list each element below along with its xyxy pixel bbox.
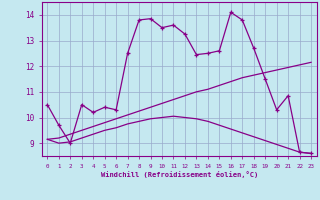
- X-axis label: Windchill (Refroidissement éolien,°C): Windchill (Refroidissement éolien,°C): [100, 171, 258, 178]
